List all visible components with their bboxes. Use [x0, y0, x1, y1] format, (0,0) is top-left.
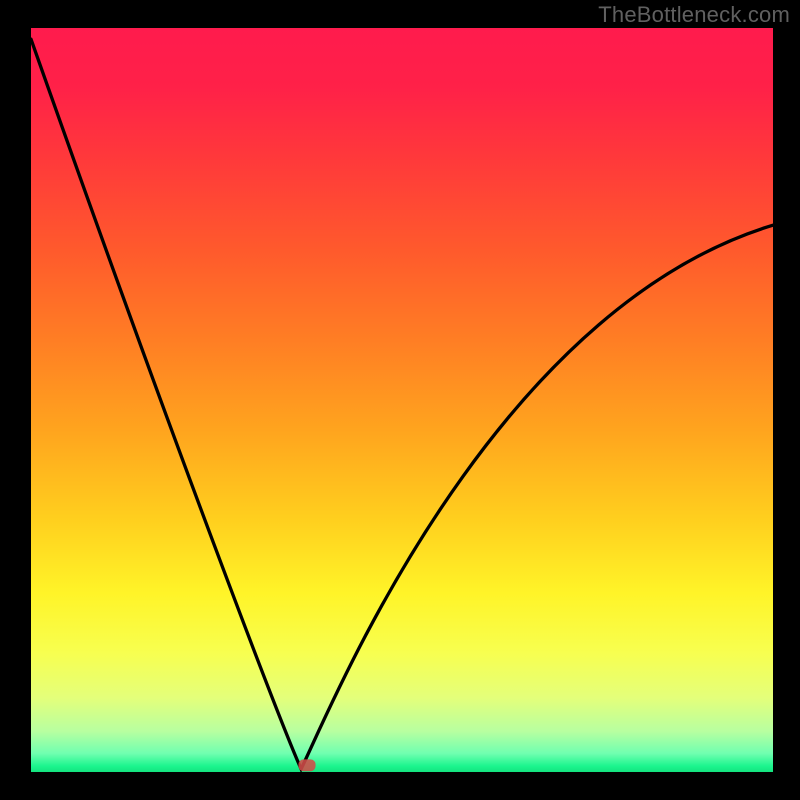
bottleneck-chart: [0, 0, 800, 800]
optimal-marker: [298, 759, 315, 771]
plot-gradient-background: [31, 28, 773, 772]
stage: TheBottleneck.com: [0, 0, 800, 800]
watermark-text: TheBottleneck.com: [598, 2, 790, 28]
